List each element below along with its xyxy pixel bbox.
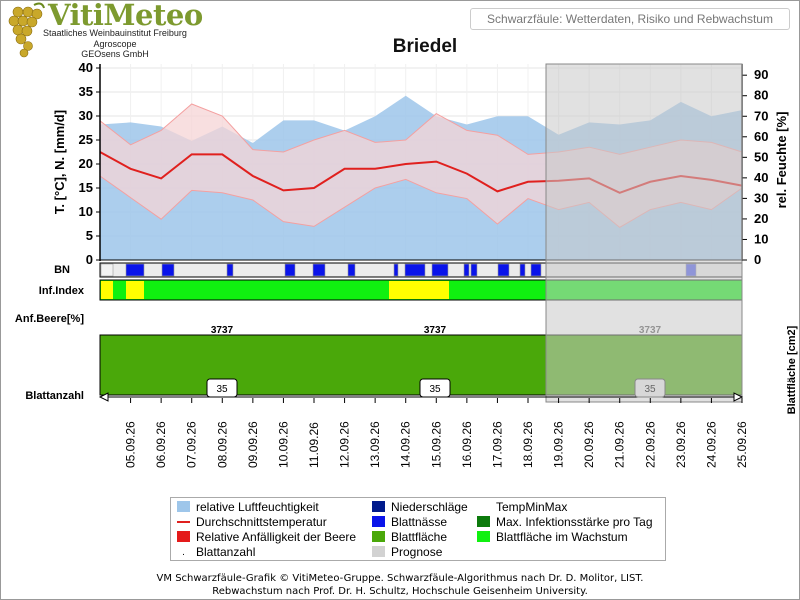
- right-tick-label: 40: [754, 170, 768, 185]
- x-tick-label: 12.09.26: [338, 421, 352, 468]
- app-title: Schwarzfäule: Wetterdaten, Risiko und Re…: [470, 8, 790, 30]
- org-line-2: Agroscope: [93, 39, 137, 49]
- legend-item-max-infektion: Max. Infektionsstärke pro Tag: [477, 515, 653, 529]
- left-axis-ticks: 0 5 10 15 20 25 30 35 40: [79, 60, 100, 267]
- infindex-row-label: Inf.Index: [39, 285, 85, 297]
- right-tick-label: 70: [754, 108, 768, 123]
- x-tick-label: 05.09.26: [124, 421, 138, 468]
- right-tick-label: 50: [754, 149, 768, 164]
- x-tick-label: 25.09.26: [735, 421, 749, 468]
- left-tick-label: 25: [79, 132, 93, 147]
- left-tick-label: 5: [86, 228, 93, 243]
- scroll-right-arrow-icon[interactable]: [733, 392, 744, 402]
- legend-item-blattnaesse: Blattnässe: [372, 515, 447, 529]
- x-tick-label: 19.09.26: [552, 421, 566, 468]
- right-axis-label: rel. Feuchte [%]: [774, 112, 789, 209]
- x-tick-label: 07.09.26: [185, 421, 199, 468]
- legend-item-humidity: relative Luftfeuchtigkeit: [177, 500, 319, 514]
- right-tick-label: 60: [754, 129, 768, 144]
- x-tick-label: 15.09.26: [429, 421, 443, 468]
- x-tick-label: 18.09.26: [521, 421, 535, 468]
- footer-line-2: Rebwachstum nach Prof. Dr. H. Schultz, H…: [212, 586, 588, 597]
- anfbeere-row-label: Anf.Beere[%]: [15, 313, 84, 325]
- right-tick-label: 10: [754, 231, 768, 246]
- grape-logo-icon: [8, 2, 45, 58]
- infindex-yellow-3: [389, 281, 449, 299]
- org-line-3: GEOsens GmbH: [81, 49, 149, 59]
- legend-item-niederschlaege: Niederschläge: [372, 500, 468, 514]
- x-tick-label: 11.09.26: [307, 422, 321, 468]
- bn-row-label: BN: [54, 264, 70, 276]
- blattflaeche-value: 3737: [211, 325, 234, 336]
- x-tick-label: 06.09.26: [154, 421, 168, 468]
- x-tick-label: 08.09.26: [215, 421, 229, 468]
- x-tick-label: 16.09.26: [460, 421, 474, 468]
- blattanzahl-row-label: Blattanzahl: [25, 390, 84, 402]
- right-axis-ticks: 0 10 20 30 40 50 60 70 80 90: [742, 67, 768, 267]
- x-tick-label: 24.09.26: [704, 421, 718, 468]
- chart-title: Briedel: [392, 36, 458, 57]
- legend: relative Luftfeuchtigkeit Niederschläge …: [170, 497, 666, 561]
- forecast-overlay: [545, 63, 743, 403]
- blattanzahl-value: 35: [216, 384, 228, 395]
- right-tick-label: 80: [754, 88, 768, 103]
- blattflaeche-value: 3737: [424, 325, 447, 336]
- blattflaeche-axis-label: Blattfläche [cm2]: [786, 325, 798, 414]
- blattanzahl-value-box: 35: [206, 378, 238, 398]
- x-tick-label: 23.09.26: [674, 421, 688, 468]
- blattanzahl-value: 35: [644, 384, 656, 395]
- left-tick-label: 10: [79, 204, 93, 219]
- legend-item-prognose: Prognose: [372, 545, 442, 559]
- legend-item-blattflaeche: Blattfläche: [372, 530, 447, 544]
- logo-wordmark: VitiMeteo: [48, 0, 203, 32]
- legend-item-blattanzahl: · Blattanzahl: [181, 545, 256, 560]
- right-tick-label: 0: [754, 252, 761, 267]
- right-tick-label: 90: [754, 67, 768, 82]
- x-tick-label: 21.09.26: [613, 421, 627, 468]
- org-line-1: Staatliches Weinbauinstitut Freiburg: [43, 28, 187, 38]
- left-axis-label: T. [°C], N. [mm/d]: [52, 110, 67, 214]
- footer-line-1: VM Schwarzfäule-Grafik © VitiMeteo-Grupp…: [156, 573, 644, 584]
- left-tick-label: 30: [79, 108, 93, 123]
- left-tick-label: 20: [79, 156, 93, 171]
- left-tick-label: 0: [86, 252, 93, 267]
- x-tick-label: 13.09.26: [368, 421, 382, 468]
- x-tick-label: 22.09.26: [643, 421, 657, 468]
- legend-item-tempminmax: TempMinMax: [477, 500, 567, 514]
- blattanzahl-value-box: 35: [419, 378, 451, 398]
- x-tick-label: 14.09.26: [399, 421, 413, 468]
- left-tick-label: 40: [79, 60, 93, 75]
- blattanzahl-value-box: 35: [634, 378, 666, 398]
- legend-item-anfaelligkeit: Relative Anfälligkeit der Beere: [177, 530, 356, 544]
- right-tick-label: 30: [754, 190, 768, 205]
- left-tick-label: 35: [79, 84, 93, 99]
- blattanzahl-values: 35 35 35: [206, 378, 666, 398]
- left-tick-label: 15: [79, 180, 93, 195]
- x-tick-label: 10.09.26: [276, 421, 290, 468]
- blattanzahl-value: 35: [429, 384, 441, 395]
- legend-item-blattflaeche-wachstum: Blattfläche im Wachstum: [477, 530, 628, 544]
- scroll-left-arrow-icon[interactable]: [98, 392, 109, 402]
- x-tick-label: 20.09.26: [582, 421, 596, 468]
- infindex-yellow-2: [126, 281, 144, 299]
- right-tick-label: 20: [754, 211, 768, 226]
- infindex-yellow-1: [101, 281, 113, 299]
- x-tick-label: 17.09.26: [490, 421, 504, 468]
- legend-item-avg-temp: Durchschnittstemperatur: [177, 515, 327, 529]
- x-axis-labels: 05.09.26 06.09.26 07.09.26 08.09.26 09.09.26…: [124, 398, 749, 468]
- x-tick-label: 09.09.26: [246, 421, 260, 468]
